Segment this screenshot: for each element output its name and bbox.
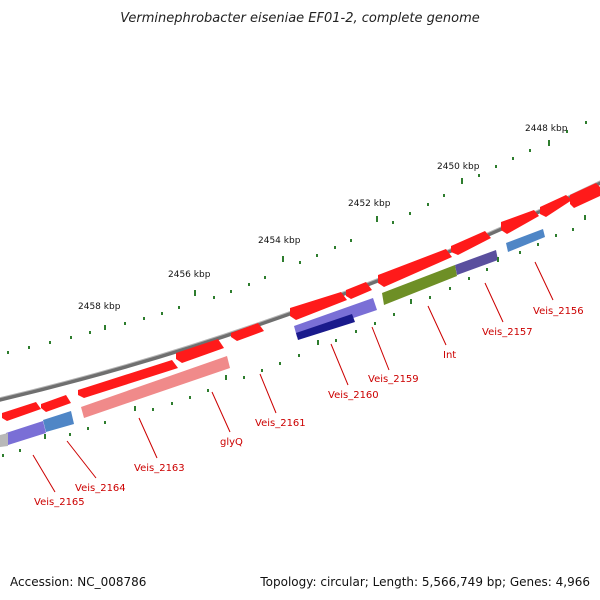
- gene-label-veis-2156: Veis_2156: [533, 306, 584, 317]
- gene-feature: [6, 421, 46, 445]
- major-tick-mark: [134, 406, 136, 411]
- accession-text: Accession: NC_008786: [10, 575, 146, 589]
- genome-backbone: [0, 180, 600, 402]
- reverse-features: [0, 229, 545, 447]
- inner-tick-ring: [2, 215, 586, 457]
- gene-label-veis-2161: Veis_2161: [255, 418, 306, 429]
- forward-genes: [2, 183, 600, 421]
- gene-feature: [290, 292, 347, 320]
- gene-feature: [382, 265, 457, 305]
- gene-label-veis-2160: Veis_2160: [328, 390, 379, 401]
- gene-label-veis-2165: Veis_2165: [34, 497, 85, 508]
- tick-label-2452: 2452 kbp: [348, 199, 391, 209]
- tick-label-2454: 2454 kbp: [258, 236, 301, 246]
- major-tick-mark: [44, 434, 46, 439]
- major-tick-mark: [194, 290, 196, 296]
- gene-feature: [378, 249, 452, 287]
- gene-feature: [451, 231, 491, 255]
- gene-label-glyq: glyQ: [220, 437, 243, 448]
- gene-feature: [81, 356, 230, 418]
- genome-summary-text: Topology: circular; Length: 5,566,749 bp…: [259, 575, 590, 589]
- major-tick-mark: [548, 140, 550, 146]
- gene-feature: [41, 395, 71, 412]
- gene-feature: [231, 323, 264, 341]
- gene-feature: [506, 229, 545, 252]
- gene-feature: [2, 402, 41, 421]
- tick-label-2450: 2450 kbp: [437, 162, 480, 172]
- gene-label-veis-2163: Veis_2163: [134, 463, 185, 474]
- major-tick-mark: [104, 325, 106, 330]
- major-tick-mark: [282, 256, 284, 262]
- major-tick-mark: [225, 375, 227, 380]
- outer-tick-ring: [7, 121, 587, 354]
- major-tick-mark: [461, 178, 463, 184]
- major-tick-mark: [317, 340, 319, 345]
- gene-feature: [296, 314, 355, 340]
- gene-feature: [78, 360, 178, 398]
- gene-label-veis-2164: Veis_2164: [75, 483, 126, 494]
- gene-feature: [0, 433, 8, 447]
- gene-feature: [540, 195, 572, 217]
- gene-feature: [43, 411, 74, 432]
- major-tick-mark: [410, 299, 412, 304]
- gene-feature: [570, 183, 600, 208]
- tick-label-2448: 2448 kbp: [525, 124, 568, 134]
- major-tick-mark: [497, 257, 499, 262]
- label-leader-lines: [32, 261, 554, 493]
- gene-feature: [501, 210, 539, 234]
- gene-feature: [176, 339, 224, 363]
- gene-labels: Veis_2156 Veis_2157 Int Veis_2159 Veis_2…: [34, 306, 584, 508]
- gene-label-veis-2159: Veis_2159: [368, 374, 419, 385]
- map-title: Verminephrobacter eiseniae EF01-2, compl…: [120, 11, 479, 26]
- tick-label-2458: 2458 kbp: [78, 302, 121, 312]
- major-tick-mark: [584, 215, 586, 220]
- backbone-highlight: [0, 180, 600, 399]
- tick-label-2456: 2456 kbp: [168, 270, 211, 280]
- major-tick-mark: [376, 216, 378, 222]
- gene-feature: [455, 250, 498, 275]
- gene-label-veis-2157: Veis_2157: [482, 327, 533, 338]
- gene-feature: [346, 282, 372, 299]
- gene-label-int: Int: [443, 350, 456, 361]
